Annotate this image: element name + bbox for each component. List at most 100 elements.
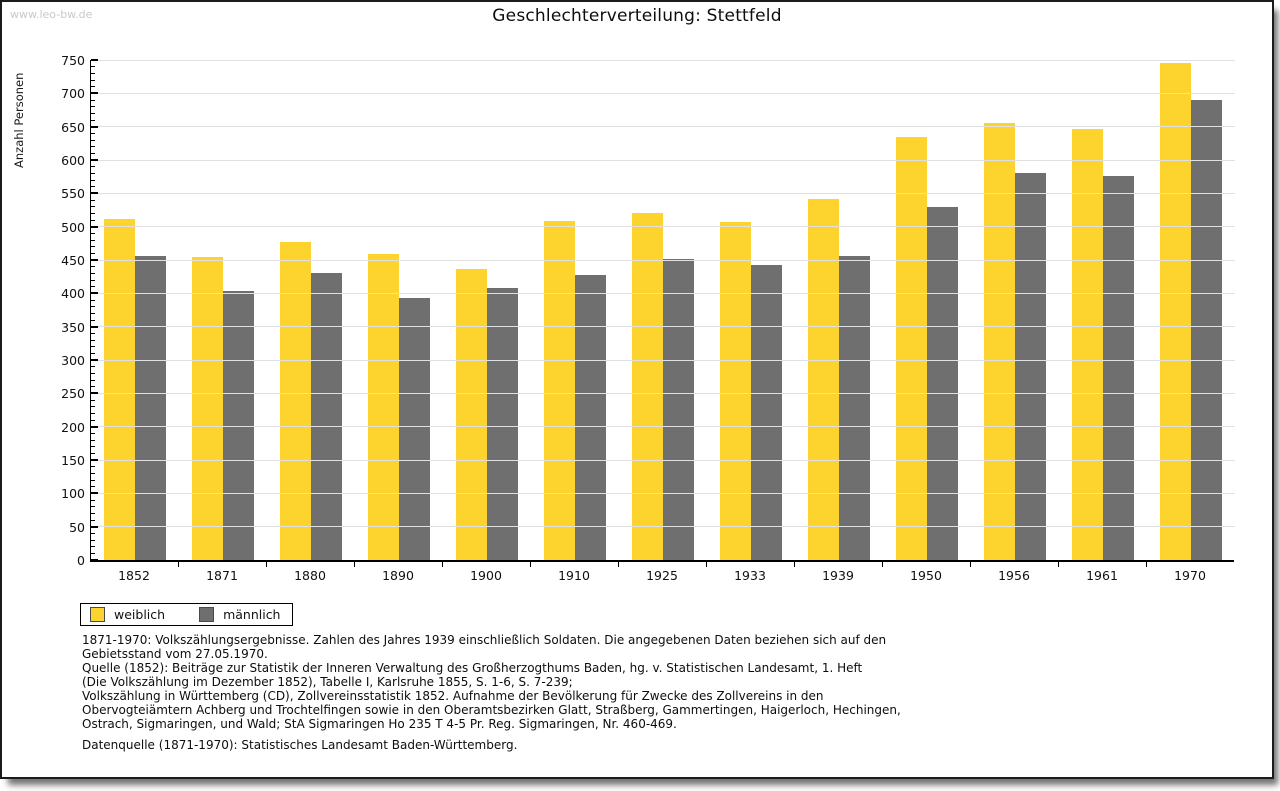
y-tick-630: [91, 139, 95, 141]
bar-group-1961: [1059, 60, 1147, 560]
bar-group-1939: [795, 60, 883, 560]
y-tick-650: [91, 125, 98, 128]
y-tick-730: [91, 72, 95, 74]
bar-männlich-1852: [135, 256, 166, 560]
x-tick-6: [618, 562, 619, 567]
y-tick-440: [91, 266, 95, 268]
y-tick-340: [91, 332, 95, 334]
x-tick-4: [442, 562, 443, 567]
y-tick-710: [91, 86, 95, 88]
x-tick-5: [530, 562, 531, 567]
y-tick-label-100: 100: [61, 486, 85, 502]
gridline-y-100: [91, 492, 1235, 494]
watermark-url: www.leo-bw.de: [10, 8, 93, 21]
y-tick-370: [91, 312, 95, 314]
bar-weiblich-1880: [280, 242, 311, 560]
gridline-y-550: [91, 192, 1235, 194]
y-tick-660: [91, 119, 95, 121]
plot-area: 0 50 100 150 200 250 300 350 400 450 500 550 600 650 7…: [61, 53, 1235, 568]
y-tick-160: [91, 452, 95, 454]
bar-group-1956: [971, 60, 1059, 560]
x-tick-label-1970: 1970: [1174, 568, 1206, 583]
y-tick-50: [91, 525, 98, 528]
x-tick-label-1880: 1880: [294, 568, 326, 583]
bar-weiblich-1900: [456, 268, 487, 560]
legend-label-weiblich: weiblich: [114, 607, 166, 622]
y-tick-620: [91, 146, 95, 148]
y-tick-360: [91, 319, 95, 321]
y-tick-label-150: 150: [61, 453, 85, 468]
y-tick-320: [91, 346, 95, 348]
bar-männlich-1956: [1015, 173, 1046, 560]
y-tick-20: [91, 546, 95, 548]
y-tick-450: [91, 259, 98, 261]
x-tick-10: [970, 562, 971, 567]
y-tick-label-300: 300: [61, 353, 85, 368]
bar-weiblich-1890: [368, 254, 399, 560]
bar-series-container: [91, 60, 1235, 560]
bar-weiblich-1910: [544, 221, 575, 560]
y-tick-label-700: 700: [61, 86, 85, 102]
y-tick-10: [91, 552, 95, 554]
x-tick-label-1900: 1900: [470, 568, 502, 583]
bar-group-1950: [883, 60, 971, 560]
x-tick-label-1890: 1890: [382, 568, 414, 583]
x-tick-label-1871: 1871: [206, 568, 238, 583]
bar-männlich-1900: [487, 288, 518, 560]
bar-männlich-1939: [839, 256, 870, 560]
y-tick-680: [91, 106, 95, 108]
y-tick-480: [91, 239, 95, 241]
y-tick-470: [91, 246, 95, 248]
y-tick-250: [91, 392, 98, 395]
y-tick-600: [91, 159, 98, 161]
y-tick-70: [91, 512, 95, 514]
legend: weiblich männlich: [80, 603, 294, 626]
y-axis-title: Anzahl Personen: [12, 72, 26, 168]
x-tick-label-1925: 1925: [646, 568, 678, 583]
bar-männlich-1961: [1103, 176, 1134, 560]
y-tick-530: [91, 206, 95, 208]
gridline-y-600: [91, 159, 1235, 161]
y-tick-120: [91, 479, 95, 481]
y-tick-330: [91, 339, 95, 341]
bar-weiblich-1950: [896, 136, 927, 560]
bar-männlich-1880: [311, 273, 342, 560]
y-tick-90: [91, 499, 95, 501]
y-tick-label-500: 500: [61, 219, 85, 235]
bar-group-1871: [179, 60, 267, 560]
y-tick-540: [91, 199, 95, 201]
y-tick-310: [91, 352, 95, 354]
bar-männlich-1933: [751, 265, 782, 560]
legend-label-maennlich: männlich: [223, 607, 281, 622]
y-tick-510: [91, 219, 95, 221]
y-tick-720: [91, 79, 95, 81]
bar-weiblich-1925: [632, 213, 663, 560]
footnote-line: 1871-1970: Volkszählungsergebnisse. Zahl…: [82, 633, 887, 647]
bar-group-1880: [267, 60, 355, 560]
bar-weiblich-1956: [984, 122, 1015, 560]
y-tick-180: [91, 439, 95, 441]
x-tick-11: [1058, 562, 1059, 567]
y-tick-label-250: 250: [61, 386, 85, 402]
y-tick-490: [91, 232, 95, 234]
y-tick-350: [91, 325, 98, 328]
y-tick-380: [91, 306, 95, 308]
y-tick-670: [91, 112, 95, 114]
y-tick-200: [91, 425, 98, 428]
y-tick-390: [91, 299, 95, 301]
y-tick-430: [91, 272, 95, 274]
y-tick-230: [91, 406, 95, 408]
y-tick-570: [91, 179, 95, 181]
y-tick-610: [91, 152, 95, 154]
y-tick-290: [91, 366, 95, 368]
bar-weiblich-1871: [192, 256, 223, 560]
bar-group-1970: [1147, 60, 1235, 560]
x-tick-label-1961: 1961: [1086, 568, 1118, 583]
y-tick-60: [91, 519, 95, 521]
y-tick-label-200: 200: [61, 419, 85, 435]
y-tick-240: [91, 399, 95, 401]
bar-group-1900: [443, 60, 531, 560]
bar-männlich-1950: [927, 206, 958, 560]
legend-swatch-maennlich: [199, 607, 215, 622]
y-tick-label-600: 600: [61, 153, 85, 168]
